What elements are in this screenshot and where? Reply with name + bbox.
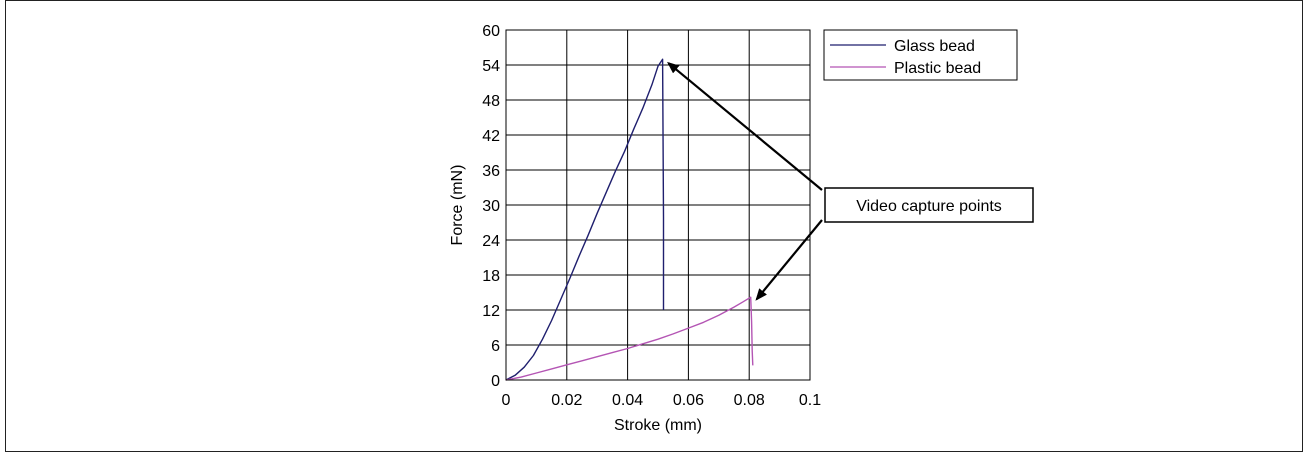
y-axis-title: Force (mN) [449, 165, 466, 246]
annotation-label: Video capture points [856, 198, 1002, 215]
x-tick-label: 0.08 [734, 392, 765, 409]
x-axis-title: Stroke (mm) [614, 417, 702, 434]
y-tick-labels: 0 6 12 18 24 30 36 42 48 54 60 [482, 23, 500, 390]
legend-box [823, 29, 1018, 81]
x-tick-label: 0.06 [673, 392, 704, 409]
x-tick-labels: 0 0.02 0.04 0.06 0.08 0.1 [502, 392, 822, 409]
y-tick-label: 6 [491, 338, 500, 355]
legend-label-plastic-bead: Plastic bead [894, 60, 981, 77]
legend: Glass bead Plastic bead [823, 29, 1018, 81]
annotation: Video capture points [667, 61, 1034, 301]
plot-area-border [505, 29, 811, 381]
series-line-plastic-bead [505, 296, 754, 381]
y-tick-label: 0 [491, 373, 500, 390]
series-line-glass-bead [505, 58, 665, 381]
x-tick-label: 0.04 [612, 392, 643, 409]
y-tick-label: 48 [482, 93, 500, 110]
legend-label-glass-bead: Glass bead [894, 38, 975, 55]
y-tick-label: 24 [482, 233, 500, 250]
y-tick-label: 18 [482, 268, 500, 285]
annotation-arrow-plastic-bead [755, 219, 823, 301]
figure-frame [5, 0, 1303, 452]
x-tick-label: 0.1 [799, 392, 821, 409]
y-tick-label: 12 [482, 303, 500, 320]
annotation-arrow-glass-bead [667, 61, 823, 191]
y-tick-label: 42 [482, 128, 500, 145]
y-tick-label: 54 [482, 58, 500, 75]
series-lines [505, 58, 754, 381]
x-tick-label: 0.02 [551, 392, 582, 409]
y-tick-label: 30 [482, 198, 500, 215]
grid [505, 29, 811, 381]
x-tick-label: 0 [502, 392, 511, 409]
y-tick-label: 36 [482, 163, 500, 180]
annotation-box [824, 187, 1034, 223]
y-tick-label: 60 [482, 23, 500, 40]
